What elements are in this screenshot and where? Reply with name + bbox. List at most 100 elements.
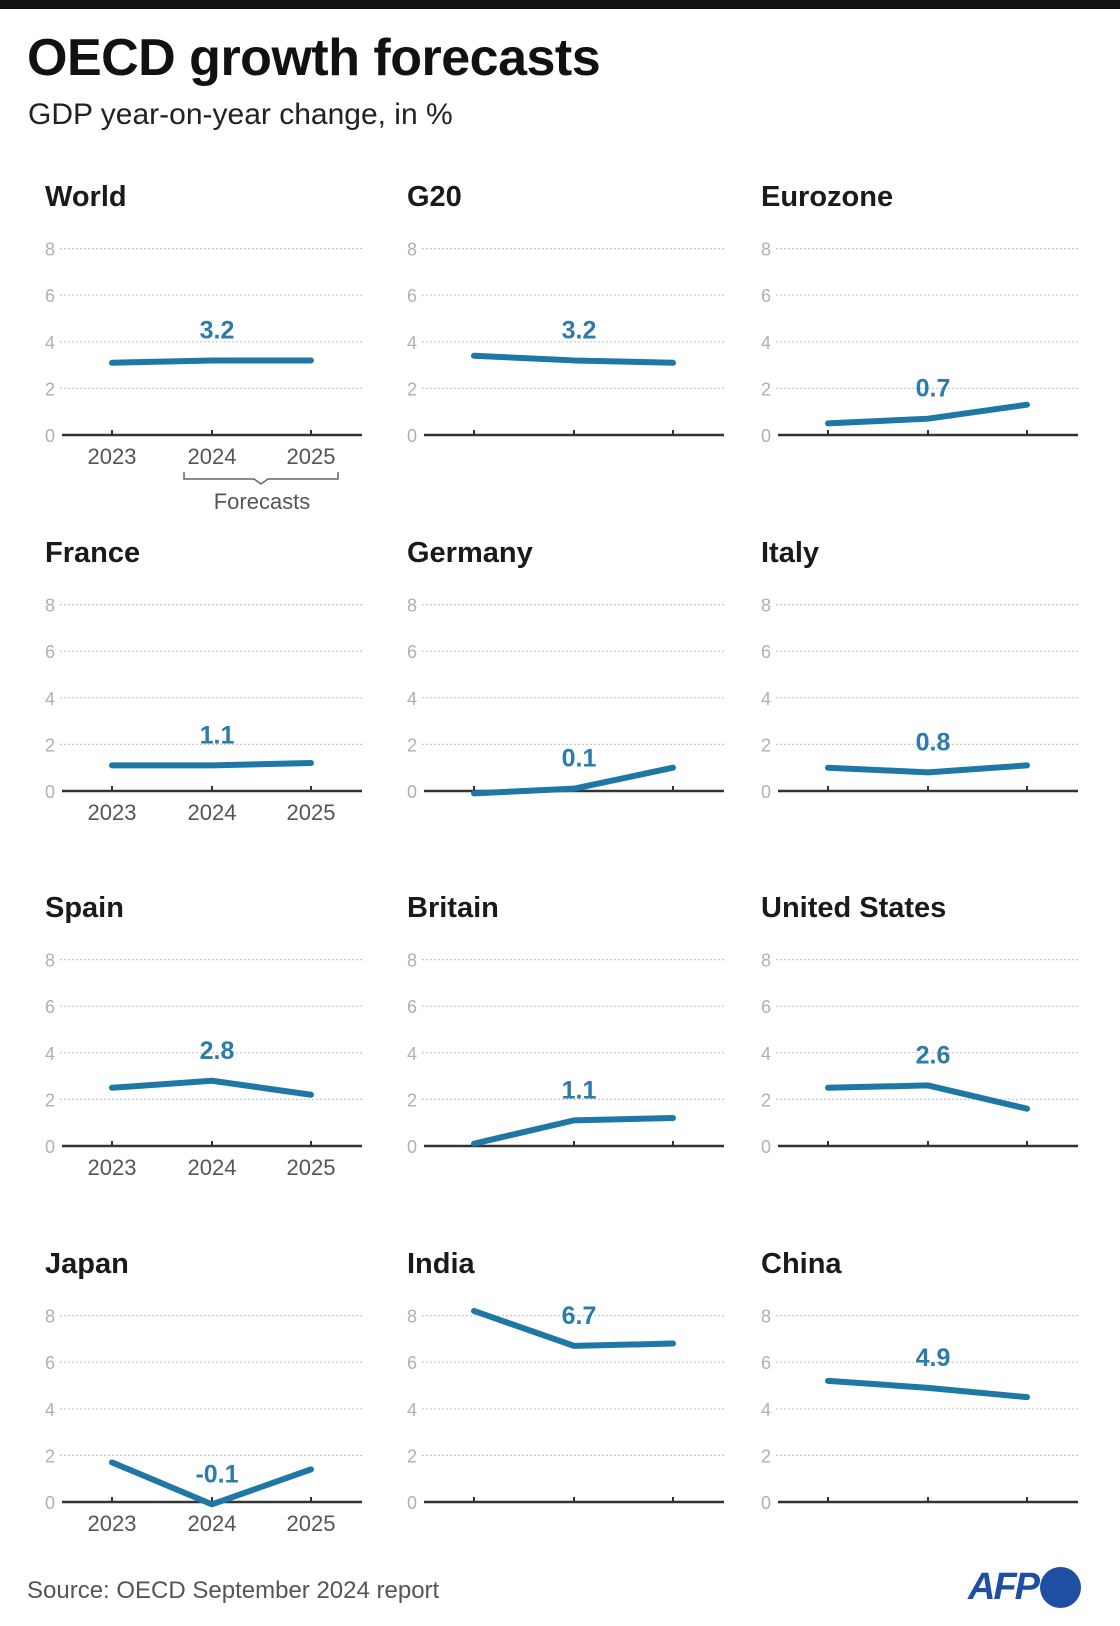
y-tick-label: 8: [407, 240, 417, 260]
chart-title: OECD growth forecasts: [27, 29, 601, 87]
y-tick-label: 4: [45, 1044, 55, 1064]
y-tick-label: 4: [45, 1400, 55, 1420]
value-label: 6.7: [562, 1302, 597, 1330]
top-bar: [0, 0, 1120, 9]
y-tick-label: 6: [407, 997, 417, 1017]
x-tick-label: 2024: [188, 800, 237, 825]
panel-title: World: [45, 181, 127, 213]
afp-logo: AFP: [968, 1566, 1081, 1609]
y-tick-label: 0: [761, 1493, 771, 1513]
y-tick-label: 2: [407, 1090, 417, 1110]
panel-title: United States: [761, 892, 946, 924]
y-tick-label: 2: [407, 379, 417, 399]
y-tick-label: 6: [761, 1353, 771, 1373]
series-line: [109, 1077, 314, 1098]
series-line: [471, 1115, 676, 1147]
y-tick-label: 6: [761, 997, 771, 1017]
afp-logo-text: AFP: [968, 1566, 1040, 1608]
y-tick-label: 8: [45, 1307, 55, 1327]
series-line: [825, 762, 1030, 776]
panel-title: G20: [407, 181, 462, 213]
y-tick-label: 6: [45, 642, 55, 662]
value-label: -0.1: [195, 1460, 238, 1488]
y-tick-label: 4: [45, 333, 55, 353]
y-tick-label: 6: [761, 642, 771, 662]
y-tick-label: 0: [45, 782, 55, 802]
series-line: [825, 401, 1030, 427]
x-tick-label: 2023: [88, 444, 137, 469]
y-tick-label: 2: [761, 735, 771, 755]
y-tick-label: 4: [45, 689, 55, 709]
panel-title: Germany: [407, 537, 533, 569]
y-tick-label: 4: [407, 689, 417, 709]
y-tick-label: 6: [45, 997, 55, 1017]
y-tick-label: 6: [45, 1353, 55, 1373]
panel-title: Britain: [407, 892, 499, 924]
x-tick-label: 2024: [188, 1155, 237, 1180]
y-tick-label: 0: [761, 782, 771, 802]
y-tick-label: 6: [407, 642, 417, 662]
value-label: 0.8: [916, 728, 951, 756]
series-line: [471, 352, 676, 366]
x-tick-label: 2023: [88, 800, 137, 825]
x-tick-label: 2025: [287, 1511, 336, 1536]
x-tick-label: 2024: [188, 1511, 237, 1536]
forecast-bracket: [183, 472, 339, 485]
y-tick-label: 8: [761, 1307, 771, 1327]
x-tick-label: 2024: [188, 444, 237, 469]
series-line: [825, 1377, 1030, 1401]
y-tick-label: 8: [45, 596, 55, 616]
panel-title: India: [407, 1248, 476, 1280]
panel-title: Japan: [45, 1248, 129, 1280]
y-tick-label: 8: [407, 951, 417, 971]
y-tick-label: 0: [45, 1137, 55, 1157]
panel-title: China: [761, 1248, 842, 1280]
y-tick-label: 8: [761, 596, 771, 616]
y-tick-label: 2: [761, 1090, 771, 1110]
value-label: 2.8: [200, 1037, 235, 1065]
y-tick-label: 4: [407, 333, 417, 353]
x-tick-label: 2025: [287, 444, 336, 469]
y-tick-label: 2: [45, 1090, 55, 1110]
value-label: 0.1: [562, 745, 597, 773]
y-tick-label: 8: [761, 951, 771, 971]
x-tick-label: 2023: [88, 1511, 137, 1536]
y-tick-label: 0: [45, 426, 55, 446]
y-tick-label: 0: [407, 1493, 417, 1513]
y-tick-label: 6: [45, 286, 55, 306]
y-tick-label: 8: [407, 596, 417, 616]
y-tick-label: 8: [761, 240, 771, 260]
y-tick-label: 6: [407, 286, 417, 306]
value-label: 1.1: [200, 721, 235, 749]
series-line: [109, 357, 314, 366]
y-tick-label: 0: [407, 426, 417, 446]
x-tick-label: 2025: [287, 800, 336, 825]
y-tick-label: 0: [407, 782, 417, 802]
y-tick-label: 8: [407, 1307, 417, 1327]
y-tick-label: 2: [45, 735, 55, 755]
y-tick-label: 6: [761, 286, 771, 306]
y-tick-label: 2: [407, 735, 417, 755]
afp-logo-dot: [1040, 1567, 1081, 1608]
y-tick-label: 6: [407, 1353, 417, 1373]
value-label: 2.6: [916, 1041, 951, 1069]
x-tick-label: 2025: [287, 1155, 336, 1180]
panel-title: France: [45, 537, 140, 569]
value-label: 0.7: [916, 375, 951, 403]
y-tick-label: 0: [761, 1137, 771, 1157]
y-tick-label: 2: [45, 1446, 55, 1466]
forecast-label: Forecasts: [214, 489, 311, 514]
source-note: Source: OECD September 2024 report: [27, 1577, 440, 1604]
value-label: 3.2: [200, 316, 235, 344]
series-line: [109, 760, 314, 769]
y-tick-label: 2: [761, 1446, 771, 1466]
y-tick-label: 0: [407, 1137, 417, 1157]
series-line: [825, 1082, 1030, 1112]
y-tick-label: 4: [761, 1400, 771, 1420]
value-label: 3.2: [562, 316, 597, 344]
y-tick-label: 4: [407, 1400, 417, 1420]
y-tick-label: 4: [761, 689, 771, 709]
chart-subtitle: GDP year-on-year change, in %: [28, 98, 453, 131]
x-tick-label: 2023: [88, 1155, 137, 1180]
